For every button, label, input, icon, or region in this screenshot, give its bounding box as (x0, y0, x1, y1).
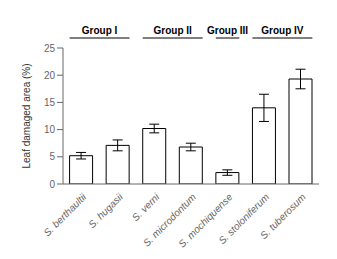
svg-text:15: 15 (44, 97, 56, 108)
svg-text:0: 0 (49, 179, 55, 190)
svg-text:Leaf damaged area (%): Leaf damaged area (%) (21, 63, 32, 168)
svg-text:S. hugasii: S. hugasii (86, 191, 125, 230)
svg-text:20: 20 (44, 70, 56, 81)
svg-text:10: 10 (44, 124, 56, 135)
svg-text:S. berthaultii: S. berthaultii (41, 191, 89, 239)
svg-text:S. stoloniferum: S. stoloniferum (216, 191, 272, 247)
svg-text:5: 5 (49, 151, 55, 162)
svg-text:S. mochiquense: S. mochiquense (176, 191, 235, 250)
svg-text:Group I: Group I (82, 25, 118, 36)
svg-text:S. microdontum: S. microdontum (140, 191, 199, 249)
svg-text:Group IV: Group IV (261, 25, 304, 36)
svg-text:S. verni: S. verni (130, 191, 162, 223)
svg-text:25: 25 (44, 43, 56, 54)
svg-text:Group III: Group III (207, 25, 248, 36)
svg-text:S. tuberosum: S. tuberosum (258, 191, 308, 241)
svg-text:Group II: Group II (154, 25, 193, 36)
